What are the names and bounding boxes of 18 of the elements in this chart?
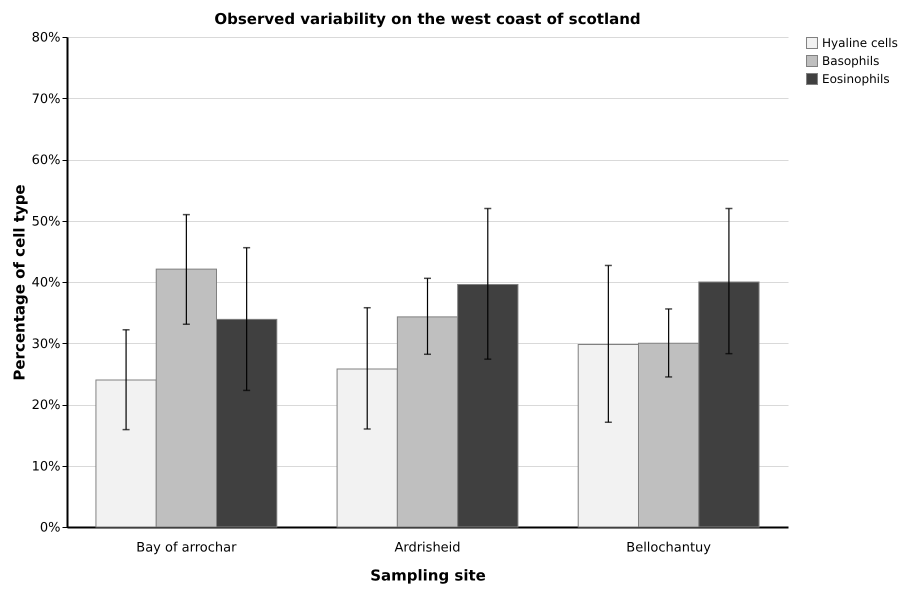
x-tick-label: Ardrisheid (394, 540, 461, 556)
y-tick-label: 30% (32, 336, 60, 352)
x-tick-label: Bay of arrochar (136, 540, 238, 556)
x-axis-title: Sampling site (370, 566, 486, 584)
y-tick-label: 80% (32, 30, 60, 46)
y-tick-label: 0% (40, 520, 60, 536)
y-tick-label: 20% (32, 398, 60, 413)
x-tick-label: Bellochantuy (626, 540, 712, 556)
y-tick-label: 70% (32, 92, 60, 107)
y-axis-title: Percentage of cell type (10, 184, 29, 381)
y-tick-label: 60% (32, 153, 60, 168)
legend-label: Hyaline cells (822, 36, 898, 50)
y-tick-label: 40% (32, 276, 60, 290)
legend-label: Eosinophils (822, 72, 890, 86)
y-tick-label: 50% (32, 214, 60, 230)
chart-title: Observed variability on the west coast of scotland (214, 10, 641, 28)
y-tick-label: 10% (32, 459, 60, 474)
legend-label: Basophils (822, 54, 880, 68)
